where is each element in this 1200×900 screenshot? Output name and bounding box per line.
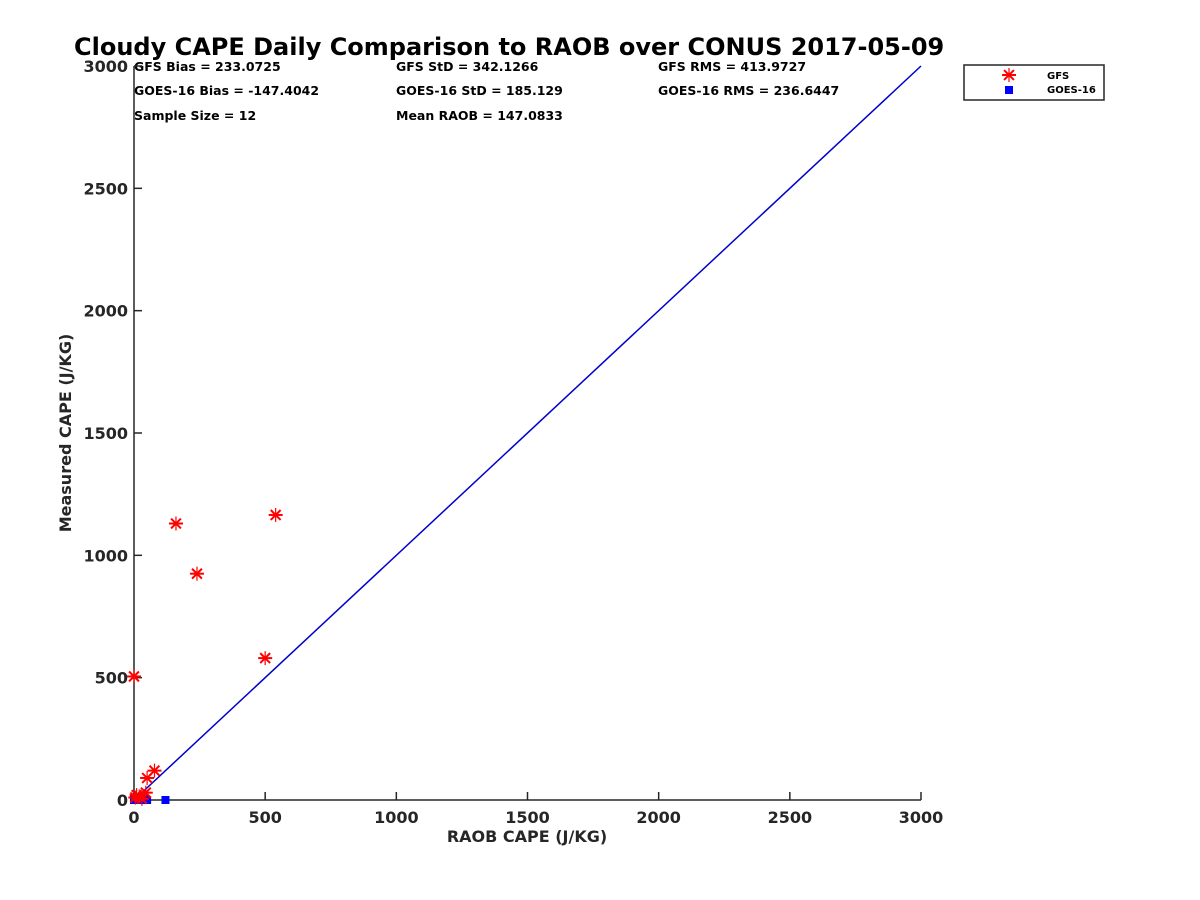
legend-goes16-marker — [1005, 86, 1013, 94]
stat-goes16-std: GOES-16 StD = 185.129 — [396, 83, 563, 98]
gfs-data-point — [134, 791, 149, 806]
y-tick-label: 2500 — [83, 179, 128, 198]
gfs-series — [127, 507, 283, 806]
y-axis-label: Measured CAPE (J/KG) — [56, 334, 75, 533]
y-axis-ticks: 0 500 1000 1500 2000 2500 3000 — [83, 57, 142, 810]
y-tick-label: 0 — [117, 791, 128, 810]
stat-goes16-rms: GOES-16 RMS = 236.6447 — [658, 83, 839, 98]
legend-box — [963, 64, 1105, 101]
gfs-data-point — [189, 566, 204, 581]
legend: GFS GOES-16 — [963, 64, 1105, 101]
x-tick-label: 500 — [248, 808, 281, 827]
gfs-data-point — [138, 785, 153, 800]
x-tick-label: 3000 — [899, 808, 944, 827]
stat-gfs-rms: GFS RMS = 413.9727 — [658, 59, 806, 74]
one-to-one-reference-line — [133, 65, 922, 801]
gfs-data-point — [127, 669, 141, 684]
chart-title: Cloudy CAPE Daily Comparison to RAOB ove… — [74, 33, 944, 61]
x-tick-label: 1000 — [374, 808, 419, 827]
stat-goes16-bias: GOES-16 Bias = -147.4042 — [134, 83, 319, 98]
legend-gfs-marker — [1002, 68, 1016, 82]
gfs-data-point — [268, 507, 283, 522]
stats-annotations: GFS Bias = 233.0725 GFS StD = 342.1266 G… — [134, 59, 839, 123]
legend-gfs-asterisk — [1002, 68, 1016, 82]
goes16-data-point — [143, 796, 152, 804]
stat-gfs-bias: GFS Bias = 233.0725 — [134, 59, 281, 74]
y-tick-label: 1500 — [83, 424, 128, 443]
y-tick-label: 2000 — [83, 302, 128, 321]
stat-sample-size: Sample Size = 12 — [134, 108, 256, 123]
y-tick-label: 3000 — [83, 57, 128, 76]
goes16-data-point — [161, 796, 170, 804]
x-tick-label: 2500 — [768, 808, 813, 827]
legend-gfs-label: GFS — [1047, 71, 1069, 82]
x-tick-label: 2000 — [636, 808, 681, 827]
stat-mean-raob: Mean RAOB = 147.0833 — [396, 108, 563, 123]
x-axis-ticks: 0 500 1000 1500 2000 2500 3000 — [128, 792, 943, 827]
x-axis-label: RAOB CAPE (J/KG) — [447, 827, 607, 846]
y-tick-label: 500 — [95, 669, 128, 688]
gfs-data-point — [258, 651, 273, 666]
x-tick-label: 1500 — [505, 808, 550, 827]
stat-gfs-std: GFS StD = 342.1266 — [396, 59, 539, 74]
gfs-data-point — [147, 763, 162, 778]
x-tick-label: 0 — [128, 808, 139, 827]
y-tick-label: 1000 — [83, 546, 128, 565]
legend-goes16-label: GOES-16 — [1047, 85, 1096, 96]
gfs-data-point — [168, 516, 183, 531]
